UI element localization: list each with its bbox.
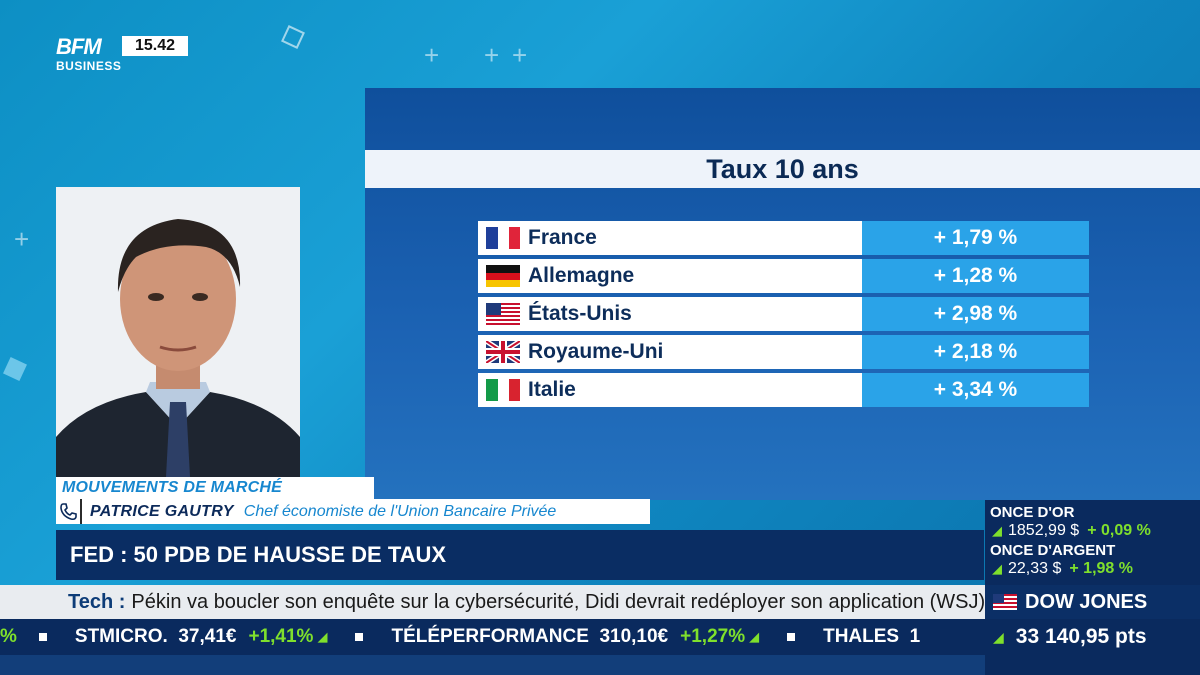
decor-plus: + [484, 40, 500, 70]
country-cell: Italie [478, 373, 862, 407]
guest-photo [56, 187, 300, 477]
index-name: DOW JONES [1025, 590, 1148, 613]
ticker-item: THALES 1 [823, 626, 920, 648]
ticker-name: THALES [823, 626, 900, 647]
country-name: Italie [528, 378, 576, 401]
ticker-separator [355, 633, 364, 641]
silver-change: + 1,98 % [1069, 560, 1133, 577]
gold-quote: ◢ 1852,99 $ + 0,09 % [992, 522, 1151, 540]
phone-icon [56, 499, 82, 524]
ticker-change: +1,27% [680, 626, 746, 647]
show-name: MOUVEMENTS DE MARCHÉ [56, 477, 374, 499]
decor-square [281, 25, 305, 49]
logo-business-text: BUSINESS [56, 59, 122, 73]
country-name: Royaume-Uni [528, 340, 664, 363]
index-quote: ◢ 33 140,95 pts [985, 619, 1200, 655]
stock-ticker: % STMICRO. 37,41€ +1,41% ◢ TÉLÉPERFORMAN… [0, 619, 985, 655]
usa-flag-icon [993, 594, 1017, 610]
guest-name: PATRICE GAUTRY [90, 502, 234, 520]
index-header: DOW JONES [985, 585, 1200, 619]
gold-value: 1852,99 $ [1008, 522, 1080, 539]
country-name: Allemagne [528, 264, 635, 287]
decor-plus: + [512, 40, 528, 70]
country-name: États-Unis [528, 302, 632, 325]
clock: 15.42 [122, 36, 188, 56]
rate-value: + 1,79 % [862, 221, 1089, 255]
guest-role: Chef économiste de l'Union Bancaire Priv… [243, 502, 557, 520]
up-arrow-icon: ◢ [317, 629, 328, 644]
rate-value: + 3,34 % [862, 373, 1089, 407]
news-bar: Tech : Pékin va boucler son enquête sur … [0, 585, 985, 619]
ticker-name: STMICRO. [74, 626, 168, 647]
rate-row-germany: Allemagne + 1,28 % [478, 259, 1089, 293]
guest-portrait-icon [56, 187, 300, 477]
uk-flag-icon [486, 341, 520, 363]
silver-label: ONCE D'ARGENT [990, 542, 1116, 559]
ticker-price: 1 [909, 626, 921, 647]
country-cell: France [478, 221, 862, 255]
up-arrow-icon: ◢ [993, 628, 1004, 645]
ticker-base [0, 655, 985, 675]
rate-row-france: France + 1,79 % [478, 221, 1089, 255]
ticker-separator [38, 633, 47, 641]
rate-row-italy: Italie + 3,34 % [478, 373, 1089, 407]
guest-strip: PATRICE GAUTRY Chef économiste de l'Unio… [56, 499, 650, 524]
rate-row-usa: États-Unis + 2,98 % [478, 297, 1089, 331]
headline: FED : 50 PDB DE HAUSSE DE TAUX [56, 530, 984, 580]
ticker-separator [787, 633, 796, 641]
channel-logo: BFM BUSINESS [56, 34, 122, 76]
decor-plus: + [424, 40, 440, 70]
news-tag: Tech : [68, 590, 126, 613]
ticker-price: 37,41€ [178, 626, 237, 647]
ticker-fragment: % [0, 626, 17, 647]
decor-plus: + [14, 224, 30, 254]
index-value: 33 140,95 pts [1015, 625, 1147, 648]
ticker-price: 310,10€ [599, 626, 669, 647]
rate-row-uk: Royaume-Uni + 2,18 % [478, 335, 1089, 369]
silver-value: 22,33 $ [1008, 560, 1062, 577]
germany-flag-icon [486, 265, 520, 287]
france-flag-icon [486, 227, 520, 249]
country-cell: États-Unis [478, 297, 862, 331]
ticker-item: TÉLÉPERFORMANCE 310,10€ +1,27% ◢ [391, 626, 759, 648]
up-arrow-icon: ◢ [992, 523, 1002, 538]
italy-flag-icon [486, 379, 520, 401]
usa-flag-icon [486, 303, 520, 325]
rate-value: + 2,18 % [862, 335, 1089, 369]
gold-label: ONCE D'OR [990, 504, 1075, 521]
gold-change: + 0,09 % [1087, 522, 1151, 539]
ticker-item: STMICRO. 37,41€ +1,41% ◢ [75, 626, 328, 648]
rate-value: + 2,98 % [862, 297, 1089, 331]
country-cell: Allemagne [478, 259, 862, 293]
up-arrow-icon: ◢ [992, 561, 1002, 576]
up-arrow-icon: ◢ [749, 629, 760, 644]
country-name: France [528, 226, 597, 249]
silver-quote: ◢ 22,33 $ + 1,98 % [992, 560, 1133, 578]
rate-value: + 1,28 % [862, 259, 1089, 293]
decor-square [3, 357, 27, 381]
ticker-change: +1,41% [248, 626, 314, 647]
panel-title: Taux 10 ans [365, 150, 1200, 188]
ticker-name: TÉLÉPERFORMANCE [391, 626, 589, 647]
country-cell: Royaume-Uni [478, 335, 862, 369]
logo-bfm-text: BFM [56, 34, 102, 59]
news-text: Pékin va boucler son enquête sur la cybe… [131, 590, 985, 613]
